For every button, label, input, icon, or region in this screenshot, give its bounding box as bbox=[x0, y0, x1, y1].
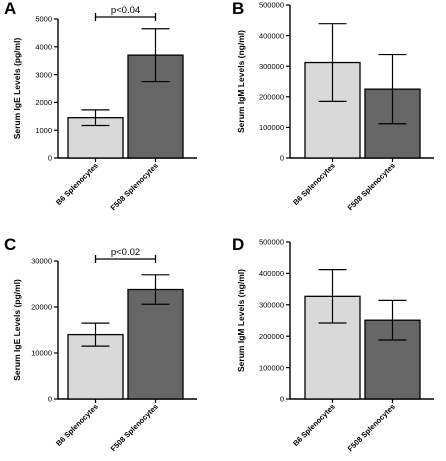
y-tick-label: 0 bbox=[280, 154, 284, 163]
y-tick-label: 3000 bbox=[35, 70, 52, 79]
x-tick-label: F508 Splenocytes bbox=[109, 161, 160, 212]
x-tick-label: B6 Splenocytes bbox=[291, 402, 337, 448]
bar bbox=[127, 288, 184, 400]
y-tick-label: 0 bbox=[280, 395, 284, 404]
panel-letter: B bbox=[232, 0, 244, 18]
y-tick-label: 300000 bbox=[259, 301, 284, 310]
panel-letter: C bbox=[4, 235, 16, 254]
y-tick-label: 100000 bbox=[259, 123, 284, 132]
panel-letter: D bbox=[232, 235, 244, 254]
y-tick-label: 20000 bbox=[31, 303, 52, 312]
x-tick-label: F508 Splenocytes bbox=[346, 161, 397, 212]
y-tick-label: 500000 bbox=[259, 238, 284, 247]
y-tick-label: 10000 bbox=[31, 349, 52, 358]
significance-label: p<0.02 bbox=[111, 247, 140, 258]
y-tick-label: 30000 bbox=[31, 257, 52, 266]
panel-letter: A bbox=[4, 0, 16, 18]
chart-panel-a: A 0 1000 2000 3000 4000 5000 Serum IgE Levels (… bbox=[4, 0, 197, 212]
x-tick-label: B6 Splenocytes bbox=[291, 161, 337, 207]
y-tick-label: 2000 bbox=[35, 98, 52, 107]
y-axis-label: Serum IgE Levels (pg/ml) bbox=[12, 279, 22, 381]
y-tick-label: 500000 bbox=[259, 1, 284, 10]
chart-panel-c: C 0 10000 20000 30000 Serum IgE Levels (pg/ml… bbox=[4, 235, 197, 453]
x-tick-label: B6 Splenocytes bbox=[54, 161, 100, 207]
y-tick-label: 400000 bbox=[259, 269, 284, 278]
y-tick-label: 1000 bbox=[35, 126, 52, 135]
y-tick-label: 300000 bbox=[259, 62, 284, 71]
significance-label: p<0.04 bbox=[111, 5, 140, 16]
chart-panel-d: D 0 100000 200000 300000 400000 500000 Serum Ig… bbox=[232, 235, 434, 453]
y-tick-label: 0 bbox=[48, 395, 52, 404]
x-tick-label: F508 Splenocytes bbox=[109, 402, 160, 453]
y-tick-label: 5000 bbox=[35, 15, 52, 24]
y-tick-label: 200000 bbox=[259, 93, 284, 102]
y-tick-label: 200000 bbox=[259, 332, 284, 341]
y-axis-label: Serum IgM Levels (ng/ml) bbox=[236, 269, 246, 372]
y-axis-label: Serum IgE Levels (pg/ml) bbox=[12, 38, 22, 140]
y-tick-label: 100000 bbox=[259, 363, 284, 372]
x-tick-label: F508 Splenocytes bbox=[346, 402, 397, 453]
y-tick-label: 400000 bbox=[259, 31, 284, 40]
y-tick-label: 4000 bbox=[35, 43, 52, 52]
chart-panel-b: B 0 100000 200000 300000 400000 500000 Serum Ig… bbox=[232, 0, 434, 212]
y-tick-label: 0 bbox=[48, 154, 52, 163]
x-tick-label: B6 Splenocytes bbox=[54, 402, 100, 448]
y-axis-label: Serum IgM Levels (ng/ml) bbox=[236, 30, 246, 133]
